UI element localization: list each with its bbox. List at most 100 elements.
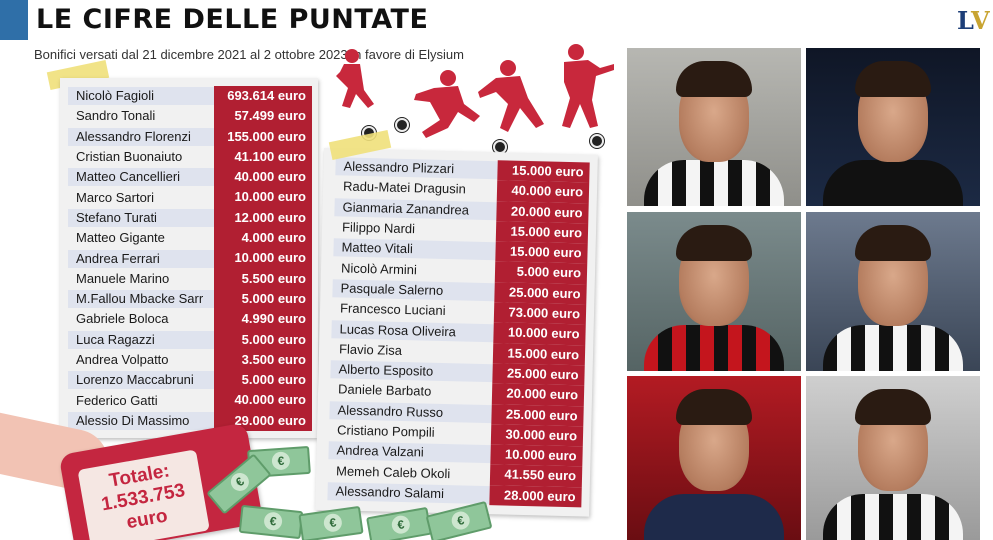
payment-amount: 25.000 euro (494, 281, 587, 305)
player-name: Gianmaria Zanandrea (334, 198, 497, 220)
payment-amount: 57.499 euro (214, 106, 312, 127)
payment-amount: 15.000 euro (497, 160, 590, 183)
payment-amount: 12.000 euro (214, 207, 312, 229)
payment-row: Stefano Turati 12.000 euro (68, 207, 312, 229)
player-name: Flavio Zisa (338, 341, 403, 358)
payment-row: Sandro Tonali 57.499 euro (68, 106, 312, 127)
player-name: Lucas Rosa Oliveira (331, 319, 494, 342)
payment-row: Matteo Cancellieri 40.000 euro (68, 167, 312, 188)
payment-amount: 40.000 euro (214, 390, 312, 411)
player-name: Luca Ragazzi (68, 330, 214, 349)
publisher-logo: LV (957, 6, 990, 35)
payment-amount: 25.000 euro (491, 403, 584, 427)
player-photo (627, 376, 801, 540)
payment-row: M.Fallou Mbacke Sarr 5.000 euro (68, 288, 312, 310)
payment-amount: 15.000 euro (492, 342, 586, 366)
payment-amount: 40.000 euro (214, 167, 312, 188)
player-name: Federico Gatti (76, 392, 158, 408)
payment-row: Nicolò Fagioli 693.614 euro (68, 86, 312, 107)
player-name: Matteo Gigante (76, 230, 165, 246)
payment-amount: 5.000 euro (494, 261, 588, 285)
football-ball-icon (590, 134, 604, 148)
player-name: Alberto Esposito (330, 360, 493, 383)
player-name: Alessandro Florenzi (68, 127, 214, 146)
player-name: Andrea Volpatto (76, 352, 169, 367)
player-name: Pasquale Salerno (332, 279, 495, 302)
page-title: LE CIFRE DELLE PUNTATE (36, 4, 429, 35)
payment-amount: 5.000 euro (214, 370, 312, 391)
player-name: Sandro Tonali (76, 108, 156, 124)
euro-banknote-icon (238, 504, 304, 540)
payment-amount: 5.000 euro (214, 288, 312, 310)
payment-row: Alessio Di Massimo 29.000 euro (68, 410, 312, 432)
payment-amount: 20.000 euro (491, 383, 585, 406)
payment-row: Federico Gatti 40.000 euro (68, 390, 312, 411)
payment-amount: 3.500 euro (214, 349, 312, 371)
payment-row: Matteo Gigante 4.000 euro (68, 228, 312, 249)
player-name: Andrea Valzani (328, 441, 491, 464)
payment-amount: 41.100 euro (214, 146, 312, 168)
football-player-silhouettes-icon (336, 44, 614, 138)
player-name: Manuele Marino (76, 270, 170, 286)
euro-banknote-icon (366, 506, 432, 540)
player-photo (806, 376, 980, 540)
payment-amount: 73.000 euro (493, 302, 587, 325)
total-screen: Totale: 1.533.753 euro (77, 449, 210, 540)
payment-row: Gabriele Boloca 4.990 euro (68, 309, 312, 330)
player-name: Francesco Luciani (339, 300, 446, 319)
player-name: Alessandro Salami (327, 482, 490, 505)
payment-row: Andrea Ferrari 10.000 euro (68, 248, 312, 269)
payment-amount: 10.000 euro (490, 444, 583, 467)
payment-amount: 693.614 euro (214, 86, 312, 107)
payment-amount: 15.000 euro (495, 241, 588, 264)
title-accent-bar (0, 0, 28, 40)
payment-amount: 10.000 euro (214, 187, 312, 208)
player-name: Marco Sartori (76, 189, 155, 205)
player-name: Alessio Di Massimo (68, 411, 214, 430)
football-ball-icon (395, 118, 409, 132)
player-name: Filippo Nardi (341, 219, 416, 237)
payment-amount: 155.000 euro (214, 126, 312, 147)
payment-amount: 5.000 euro (214, 329, 312, 350)
payment-amount: 4.990 euro (214, 309, 312, 330)
player-name: Gabriele Boloca (76, 311, 169, 327)
payment-amount: 5.500 euro (214, 268, 312, 289)
payment-row: Andrea Volpatto 3.500 euro (68, 349, 312, 371)
euro-banknote-icon (298, 505, 364, 540)
payment-row: Alessandro Florenzi 155.000 euro (68, 126, 312, 147)
payment-amount: 15.000 euro (495, 221, 589, 244)
payment-amount: 20.000 euro (496, 200, 589, 224)
payment-amount: 30.000 euro (490, 424, 584, 447)
player-name: Lorenzo Maccabruni (68, 371, 214, 390)
player-photo (806, 212, 980, 371)
player-name: Nicolò Armini (340, 260, 418, 277)
payments-list-left: Nicolò Fagioli 693.614 euro Sandro Tonali 5… (60, 78, 318, 438)
player-name: Andrea Ferrari (68, 249, 214, 268)
payment-row: Cristian Buonaiuto 41.100 euro (68, 146, 312, 168)
payment-amount: 10.000 euro (214, 248, 312, 269)
payment-amount: 25.000 euro (492, 363, 585, 386)
player-photo (627, 212, 801, 371)
payment-row: Luca Ragazzi 5.000 euro (68, 329, 312, 350)
payment-amount: 41.550 euro (489, 464, 583, 488)
player-name: Alessandro Russo (329, 400, 492, 423)
player-name: M.Fallou Mbacke Sarr (68, 290, 214, 309)
payment-row: Lorenzo Maccabruni 5.000 euro (68, 370, 312, 391)
payment-row: Marco Sartori 10.000 euro (68, 187, 312, 208)
payment-row: Manuele Marino 5.500 euro (68, 268, 312, 289)
player-photo (627, 48, 801, 206)
payment-amount: 10.000 euro (493, 322, 586, 346)
player-name: Matteo Cancellieri (68, 168, 214, 187)
payment-amount: 4.000 euro (214, 228, 312, 249)
payments-list-right: Alessandro Plizzari 15.000 euro Radu-Matei… (315, 148, 598, 517)
payment-amount: 28.000 euro (489, 484, 582, 508)
payment-amount: 40.000 euro (496, 180, 590, 204)
player-photo (806, 48, 980, 206)
player-name: Cristian Buonaiuto (76, 149, 183, 165)
player-name: Matteo Vitali (333, 238, 496, 261)
player-name: Daniele Barbato (337, 381, 432, 400)
player-name: Radu-Matei Dragusin (342, 178, 467, 197)
player-name: Memeh Caleb Okoli (335, 462, 451, 481)
player-name: Alessandro Plizzari (335, 157, 498, 180)
player-name: Stefano Turati (68, 208, 214, 227)
